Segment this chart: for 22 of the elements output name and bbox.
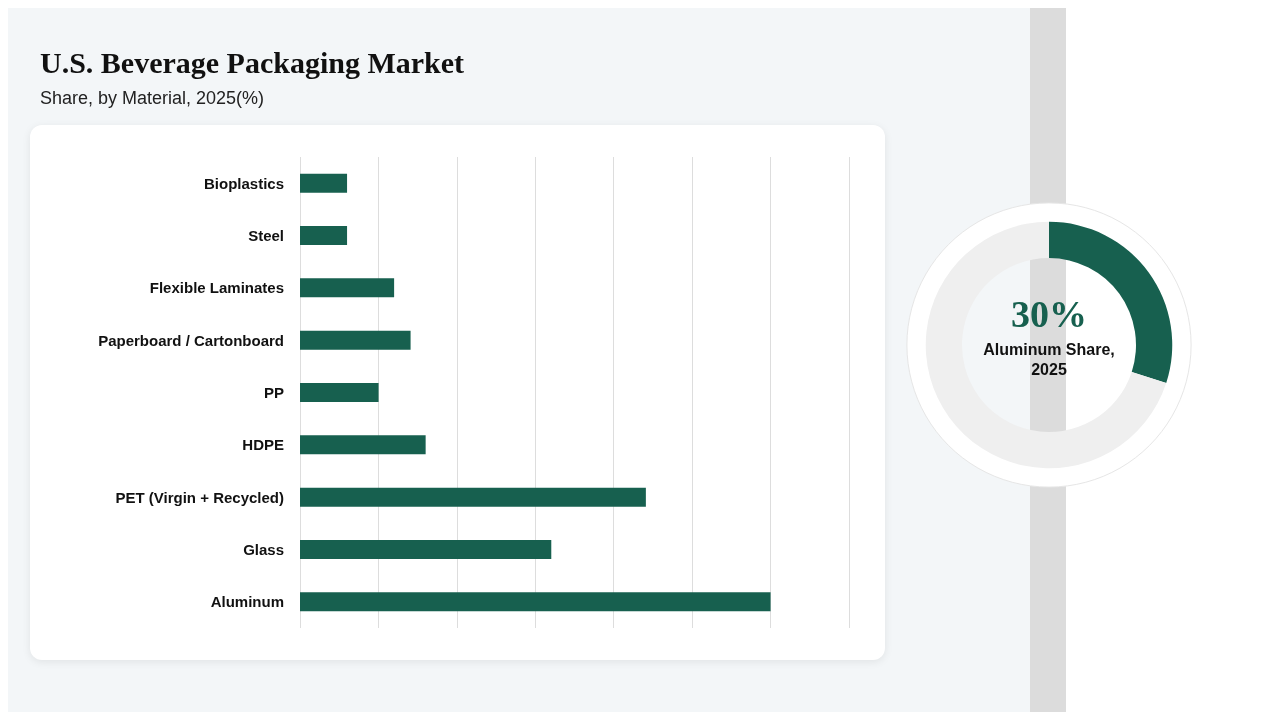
- bar: [300, 330, 411, 350]
- chart-title: U.S. Beverage Packaging Market: [40, 46, 465, 80]
- text: Aluminum Share, 2025: [982, 340, 1116, 380]
- y-tick-label: Glass: [243, 541, 284, 558]
- y-tick-label: Flexible Laminates: [149, 279, 284, 297]
- bar: [300, 540, 552, 559]
- y-tick-label: PP: [263, 384, 284, 401]
- bar: [300, 487, 646, 507]
- bar: [300, 592, 771, 612]
- text: 30%: [1010, 292, 1088, 336]
- y-tick-label: Bioplastics: [203, 174, 284, 192]
- text: Share, by Material, 2025(%): [40, 88, 265, 109]
- bar: [300, 278, 395, 298]
- bar: [300, 383, 379, 402]
- y-tick-label: PET (Virgin + Recycled): [115, 488, 284, 506]
- bar: [300, 435, 426, 455]
- y-tick-label: Paperboard / Cartonboard: [98, 331, 284, 349]
- y-tick-label: HDPE: [242, 436, 284, 454]
- y-tick-label: Steel: [248, 227, 284, 244]
- bar: [300, 226, 348, 245]
- y-tick-label: Aluminum: [210, 593, 284, 611]
- bar: [300, 173, 348, 193]
